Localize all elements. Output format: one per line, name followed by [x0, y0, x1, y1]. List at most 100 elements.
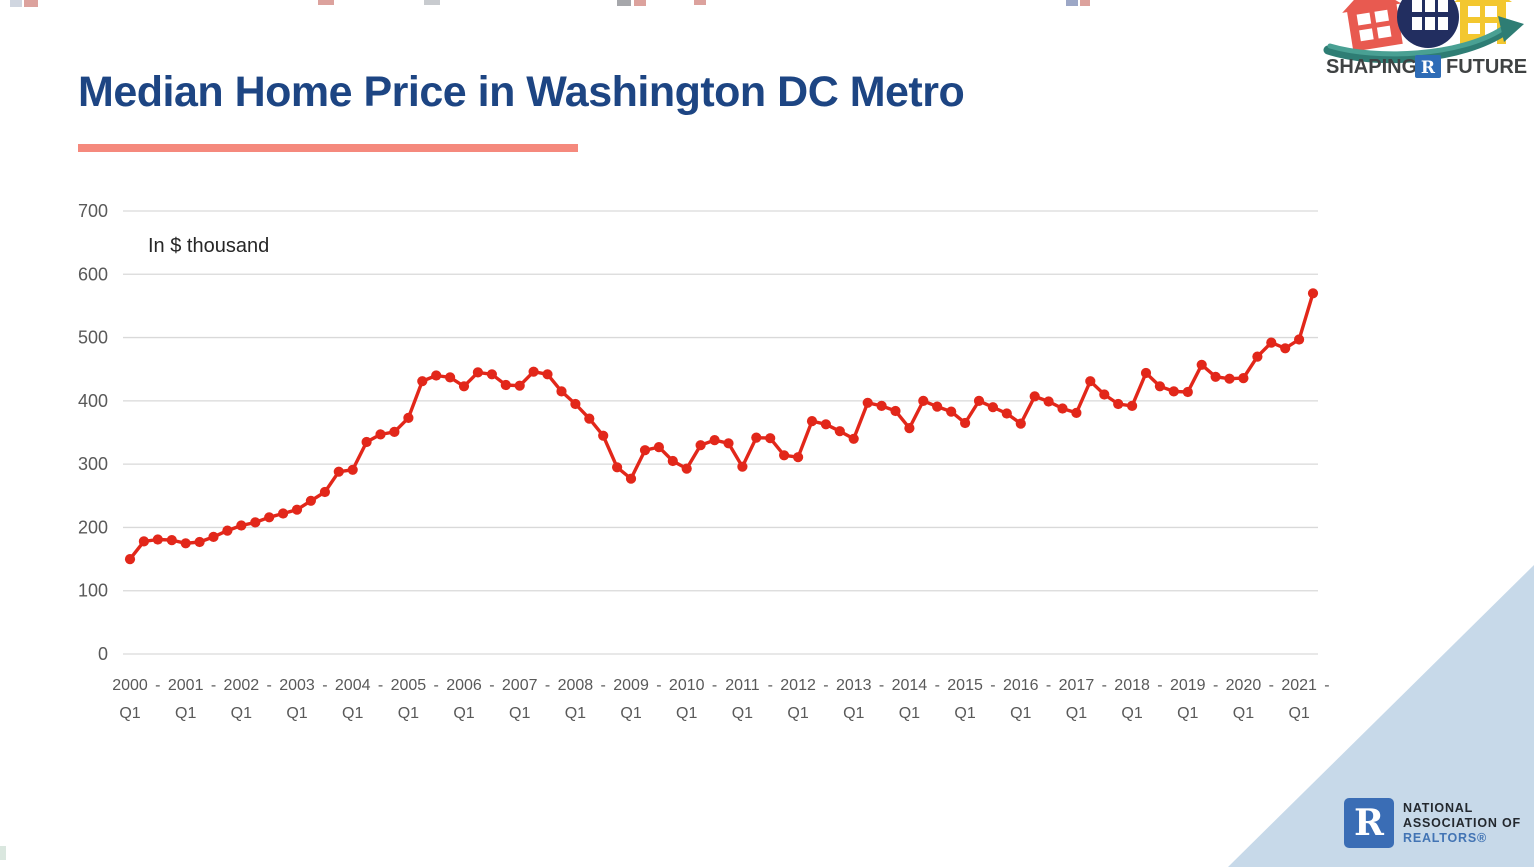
data-point [194, 536, 205, 548]
data-point [278, 508, 289, 519]
x-axis-tick-separator: - [990, 677, 995, 694]
x-axis-year-label: 2006 [446, 677, 482, 694]
data-point [723, 438, 734, 449]
x-axis-quarter-label: Q1 [843, 705, 864, 722]
data-point [848, 433, 859, 444]
data-point [180, 538, 191, 549]
x-axis-tick-separator: - [1157, 677, 1162, 694]
x-axis-tick-separator: - [1102, 677, 1107, 694]
data-point [1154, 381, 1165, 392]
x-axis-year-label: 2000 [112, 677, 148, 694]
future-label: FUTURE [1446, 56, 1527, 78]
data-point [820, 419, 832, 430]
data-point [291, 504, 303, 515]
nar-r-glyph: R [1354, 802, 1384, 844]
data-point [514, 380, 525, 391]
data-point [960, 417, 971, 429]
realtor-r-glyph: R [1421, 58, 1436, 78]
x-axis-tick-separator: - [712, 677, 717, 694]
x-axis-year-label: 2007 [502, 677, 538, 694]
data-point [1168, 386, 1179, 397]
data-point [876, 400, 887, 411]
x-axis-tick-separator: - [489, 677, 494, 694]
x-axis-tick-separator: - [879, 677, 884, 694]
data-point [779, 450, 790, 461]
x-axis-quarter-label: Q1 [453, 705, 474, 722]
data-point [361, 436, 372, 448]
data-point [1140, 367, 1152, 379]
x-axis-tick-separator: - [1324, 677, 1329, 694]
x-axis-quarter-label: Q1 [565, 705, 586, 722]
data-point [500, 379, 511, 391]
data-point [932, 401, 943, 412]
x-axis-quarter-label: Q1 [119, 705, 140, 722]
x-axis-quarter-label: Q1 [954, 705, 975, 722]
data-point [152, 534, 163, 545]
x-axis-tick-separator: - [601, 677, 606, 694]
x-axis-year-label: 2011 [725, 677, 760, 694]
data-point [347, 464, 358, 475]
y-axis-tick-label: 100 [78, 581, 108, 601]
data-point [389, 426, 400, 437]
x-axis-tick-separator: - [1213, 677, 1218, 694]
data-point [973, 395, 985, 406]
x-axis-year-label: 2002 [224, 677, 260, 694]
title-underline [78, 144, 578, 152]
screen-edge-artifact [1066, 0, 1078, 6]
x-axis-year-label: 2001 [168, 677, 204, 694]
x-axis-quarter-label: Q1 [1121, 705, 1142, 722]
x-axis-quarter-label: Q1 [1288, 705, 1309, 722]
x-axis-year-label: 2009 [613, 677, 649, 694]
data-point [946, 406, 957, 417]
x-axis-tick-separator: - [935, 677, 940, 694]
x-axis-quarter-label: Q1 [286, 705, 307, 722]
data-point [124, 554, 136, 565]
red-house-icon [1342, 0, 1403, 52]
x-axis-tick-separator: - [322, 677, 327, 694]
data-point [695, 440, 706, 451]
x-axis-quarter-label: Q1 [1177, 705, 1198, 722]
data-point [681, 463, 692, 474]
data-point [737, 461, 748, 472]
nar-logo-text: NATIONAL ASSOCIATION OF REALTORS® [1403, 801, 1521, 846]
data-point [653, 442, 665, 453]
y-axis-tick-label: 600 [78, 264, 108, 284]
x-axis-tick-separator: - [823, 677, 828, 694]
screen-edge-artifact [10, 0, 22, 7]
data-point [1196, 359, 1207, 370]
x-axis-year-label: 2015 [947, 677, 983, 694]
x-axis-tick-separator: - [211, 677, 216, 694]
data-point [793, 452, 804, 463]
x-axis-tick-separator: - [378, 677, 383, 694]
nar-line3: REALTORS® [1403, 830, 1488, 845]
data-point [417, 376, 428, 387]
screen-edge-artifact [0, 846, 6, 860]
nar-r-block-icon: R [1344, 798, 1394, 848]
x-axis-year-label: 2005 [391, 677, 427, 694]
x-axis-quarter-label: Q1 [1233, 705, 1254, 722]
data-point [264, 512, 275, 523]
screen-edge-artifact [694, 0, 706, 5]
data-point [612, 462, 623, 473]
x-axis-tick-separator: - [434, 677, 439, 694]
x-axis-tick-separator: - [768, 677, 773, 694]
x-axis-year-label: 2014 [892, 677, 928, 694]
data-point [806, 416, 818, 427]
x-axis-year-label: 2016 [1003, 677, 1039, 694]
screen-edge-artifact [318, 0, 334, 5]
data-point [1029, 391, 1040, 402]
x-axis-year-label: 2013 [836, 677, 872, 694]
x-axis-quarter-label: Q1 [620, 705, 641, 722]
x-axis-year-label: 2003 [279, 677, 315, 694]
data-point [1266, 337, 1277, 348]
screen-edge-artifact [24, 0, 38, 7]
y-axis-tick-label: 500 [78, 328, 108, 348]
x-axis-quarter-label: Q1 [509, 705, 530, 722]
x-axis-quarter-label: Q1 [175, 705, 196, 722]
data-point [556, 386, 567, 397]
data-point [542, 369, 553, 380]
data-point [1294, 334, 1305, 345]
x-axis-tick-separator: - [267, 677, 272, 694]
data-point [1210, 371, 1221, 382]
